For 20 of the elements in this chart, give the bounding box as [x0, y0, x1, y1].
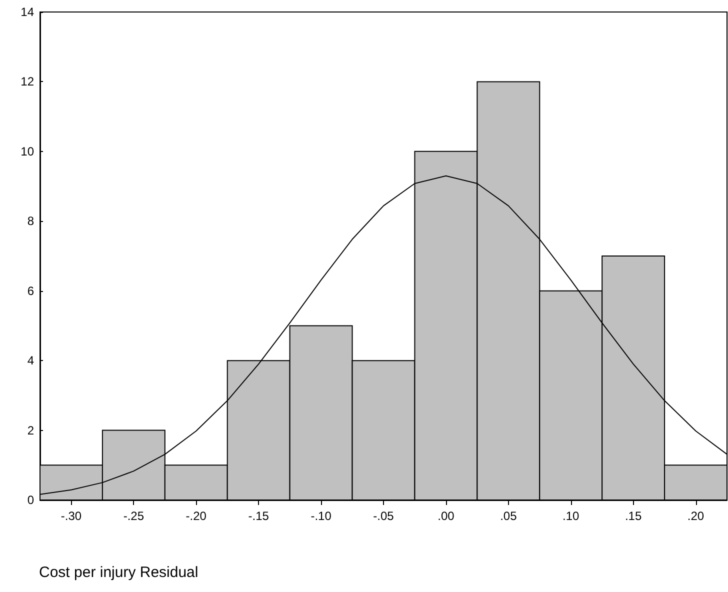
y-tick-label: 12 — [20, 74, 34, 89]
x-tick-label: .15 — [624, 509, 642, 523]
y-tick-label: 0 — [27, 493, 34, 507]
y-tick-label: 14 — [20, 5, 34, 19]
x-axis-title: Cost per injury Residual — [39, 564, 198, 581]
y-tick-label: 10 — [20, 144, 34, 158]
x-tick-label: .20 — [687, 509, 704, 523]
x-tick-label: -.30 — [60, 509, 82, 523]
x-tick-label: .05 — [500, 509, 518, 523]
x-tick-label: .00 — [438, 509, 455, 523]
x-tick-label: -.20 — [186, 509, 207, 523]
x-tick-label: -.15 — [248, 509, 270, 523]
x-tick-label: -.05 — [373, 509, 394, 523]
x-tick-label: .10 — [562, 509, 580, 523]
y-tick-label: 8 — [27, 214, 34, 228]
y-tick-label: 6 — [27, 284, 34, 298]
x-tick-label: -.10 — [310, 509, 332, 523]
y-tick-label: 2 — [27, 423, 34, 438]
x-tick-label: -.25 — [123, 509, 144, 523]
y-tick-label: 4 — [27, 354, 34, 368]
